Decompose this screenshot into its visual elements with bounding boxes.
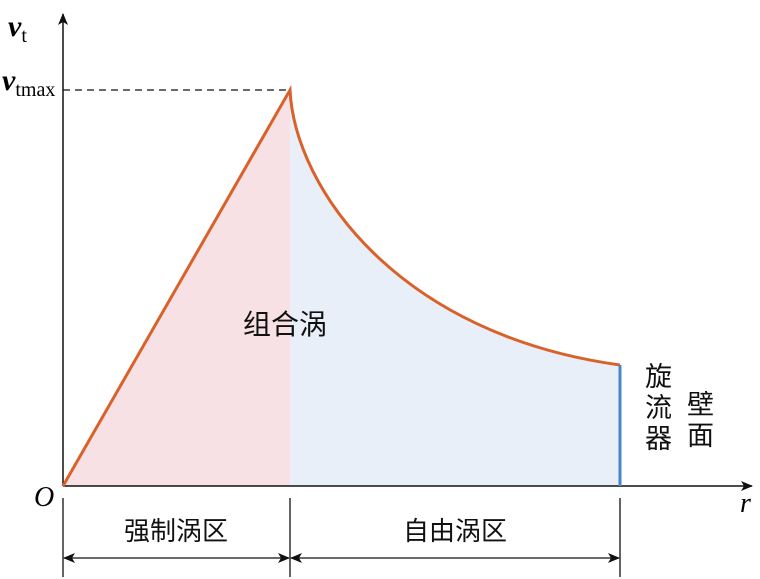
label-sub: tmax [15,79,55,101]
label-main: v [2,64,16,97]
zone-label: 自由涡区 [403,517,507,547]
ymax-label: vtmax [2,64,55,101]
y-axis-label: vt [8,10,27,47]
wall-label: 壁面 [682,390,713,452]
center-label: 组合涡 [243,308,327,341]
wall-label: 旋流器 [640,362,671,455]
label-main: v [8,10,22,43]
zone-label: 强制涡区 [124,517,228,547]
velocity-curve [61,84,621,487]
x-axis-label: r [740,488,751,519]
free-vortex-area [290,90,620,486]
label-sub: t [21,25,27,47]
origin-label: O [34,482,54,513]
